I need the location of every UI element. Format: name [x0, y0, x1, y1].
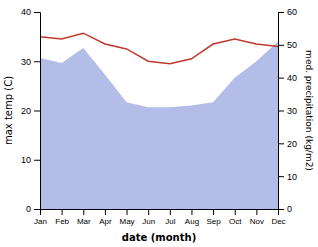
- tick-mark: [34, 61, 40, 62]
- axis-line: [34, 13, 41, 210]
- tick: 20: [278, 139, 297, 149]
- tick: Nov: [250, 209, 264, 226]
- tick-mark: [278, 176, 284, 177]
- tick-label: Nov: [250, 217, 264, 226]
- tick-mark: [105, 209, 106, 215]
- tick-label: 20: [21, 106, 31, 116]
- axis-line: [279, 13, 285, 210]
- tick-label: 50: [287, 40, 297, 50]
- tick: Mar: [77, 209, 91, 226]
- tick-mark: [278, 111, 284, 112]
- tick: Jun: [142, 209, 155, 226]
- tick-mark: [34, 209, 40, 210]
- tick-label: 30: [287, 106, 297, 116]
- tick-label: Oct: [229, 217, 242, 226]
- tick: Aug: [185, 209, 199, 226]
- tick-label: Jul: [165, 217, 175, 226]
- y2-axis: 0 10 20 30 40 50 60: [278, 7, 297, 214]
- tick: Sep: [206, 209, 221, 226]
- tick: May: [119, 209, 134, 226]
- tick: Jan: [34, 209, 47, 226]
- tick-mark: [83, 209, 84, 215]
- tick: 0: [26, 204, 40, 214]
- tick-mark: [34, 111, 40, 112]
- tick-mark: [278, 45, 284, 46]
- tick: 0: [278, 204, 292, 214]
- tick: Oct: [229, 209, 242, 226]
- y2-axis-title: med. precipitation (kg/m2): [304, 50, 314, 171]
- tick-mark: [278, 78, 284, 79]
- area: [40, 42, 278, 209]
- tick: Apr: [99, 209, 112, 226]
- tick-label: 60: [287, 7, 297, 17]
- tick-label: Jan: [34, 217, 47, 226]
- tick-label: Apr: [99, 217, 112, 226]
- tick-mark: [62, 209, 63, 215]
- tick-mark: [191, 209, 192, 215]
- tick-label: 0: [26, 204, 31, 214]
- tick-mark: [256, 209, 257, 215]
- marks: [40, 33, 278, 209]
- tick-label: 40: [21, 7, 31, 17]
- x-axis: Jan Feb Mar Apr May Jun Jul Aug Sep Oct Nov Dec: [34, 209, 286, 226]
- tick-mark: [213, 209, 214, 215]
- x-axis-title: date (month): [122, 232, 196, 243]
- tick: Feb: [55, 209, 69, 226]
- tick-mark: [148, 209, 149, 215]
- tick: 40: [278, 73, 297, 83]
- tick-label: 10: [287, 172, 297, 182]
- tick: Jul: [165, 209, 175, 226]
- y-axis: 0 10 20 30 40: [21, 7, 41, 214]
- tick-mark: [278, 143, 284, 144]
- tick-mark: [127, 209, 128, 215]
- chart-container: JanFebMarAprMayJunJulAugSepOctNovDec0102…: [0, 0, 318, 247]
- tick-mark: [278, 12, 284, 13]
- tick-label: 10: [21, 155, 31, 165]
- tick: 20: [21, 106, 40, 116]
- tick: 10: [278, 172, 297, 182]
- tick-mark: [34, 160, 40, 161]
- tick-label: Jun: [142, 217, 155, 226]
- tick-label: 40: [287, 73, 297, 83]
- tick-label: Dec: [271, 217, 285, 226]
- tick-label: May: [119, 217, 134, 226]
- tick: 30: [21, 57, 40, 67]
- tick-label: 0: [287, 204, 292, 214]
- tick: 60: [278, 7, 297, 17]
- tick-label: Feb: [55, 217, 69, 226]
- tick: Dec: [271, 209, 285, 226]
- tick-label: Sep: [206, 217, 221, 226]
- tick-label: 20: [287, 139, 297, 149]
- tick: 40: [21, 7, 40, 17]
- tick: 10: [21, 155, 40, 165]
- tick-label: Aug: [185, 217, 199, 226]
- plot: JanFebMarAprMayJunJulAugSepOctNovDec0102…: [3, 7, 314, 243]
- tick: 50: [278, 40, 297, 50]
- y-axis-title: max temp (C): [3, 76, 14, 145]
- axis-line: [41, 210, 279, 216]
- tick-label: 30: [21, 57, 31, 67]
- tick-mark: [235, 209, 236, 215]
- tick: 30: [278, 106, 297, 116]
- tick-mark: [170, 209, 171, 215]
- tick-label: Mar: [77, 217, 91, 226]
- line: [40, 33, 278, 64]
- chart: JanFebMarAprMayJunJulAugSepOctNovDec0102…: [0, 0, 318, 247]
- tick-mark: [34, 12, 40, 13]
- tick-mark: [278, 209, 284, 210]
